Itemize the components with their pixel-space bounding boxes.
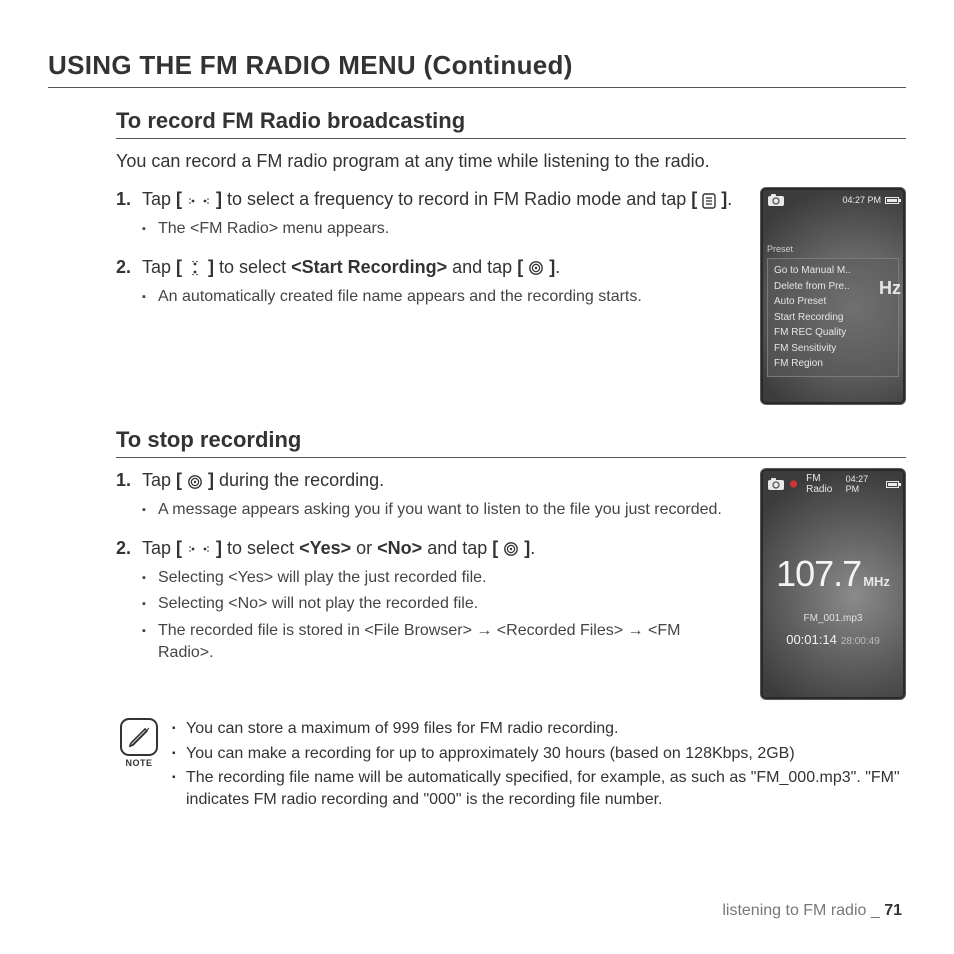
menu-item: Start Recording — [774, 310, 892, 326]
menu-item: FM REC Quality — [774, 325, 892, 341]
menu-item: Delete from Pre.. — [774, 279, 892, 295]
section2-step2-sub1: Selecting <Yes> will play the just recor… — [142, 567, 740, 589]
section2-step2-sub3: The recorded file is stored in <File Bro… — [142, 620, 740, 665]
step-text: Tap — [142, 189, 176, 209]
battery-icon — [885, 197, 899, 204]
section2-step2-sub2: Selecting <No> will not play the recorde… — [142, 593, 740, 615]
device-screenshot-1: 04:27 PM Hz Preset Go to Manual M.. Dele… — [760, 187, 906, 405]
step-text: . — [555, 257, 560, 277]
section1-heading: To record FM Radio broadcasting — [116, 108, 906, 139]
device2-remaining: 28:00:49 — [841, 636, 880, 647]
step-text: and tap — [422, 538, 492, 558]
section2-step1: Tap [ ] during the recording. A message … — [116, 468, 740, 522]
menu-icon — [702, 193, 716, 209]
menu-item: Auto Preset — [774, 294, 892, 310]
device2-unit: MHz — [863, 574, 890, 589]
section1-step1-sub1: The <FM Radio> menu appears. — [142, 218, 740, 240]
section1-intro: You can record a FM radio program at any… — [116, 149, 906, 173]
device1-bg-hz: Hz — [879, 278, 901, 299]
step-text: or — [351, 538, 377, 558]
note-icon — [120, 718, 158, 756]
record-icon — [789, 479, 798, 489]
device2-elapsed: 00:01:14 — [786, 632, 837, 647]
command-label: <No> — [377, 538, 422, 558]
section1-step2: Tap [ ] to select <Start Recording> and … — [116, 255, 740, 309]
device1-time: 04:27 PM — [842, 195, 881, 205]
menu-item: Go to Manual M.. — [774, 263, 892, 279]
content-area: To record FM Radio broadcasting You can … — [48, 108, 906, 814]
step-text: to select — [214, 257, 291, 277]
note-item: You can store a maximum of 999 files for… — [172, 718, 906, 740]
device-screenshot-2: FM Radio 04:27 PM 107.7MHz FM_001.mp3 00… — [760, 468, 906, 700]
page-footer: listening to FM radio _ 71 — [722, 902, 902, 920]
select-icon — [528, 260, 544, 276]
battery-icon — [886, 481, 899, 488]
device2-title: FM Radio — [802, 473, 846, 495]
camera-icon — [767, 192, 785, 208]
section1-steps: Tap [ ] to select a frequency to record … — [116, 187, 740, 308]
device2-filename: FM_001.mp3 — [761, 613, 905, 624]
note-item: You can make a recording for up to appro… — [172, 743, 906, 765]
step-text: during the recording. — [214, 470, 384, 490]
section1-step1: Tap [ ] to select a frequency to record … — [116, 187, 740, 241]
select-icon — [187, 474, 203, 490]
select-icon — [503, 541, 519, 557]
note-label: NOTE — [116, 758, 162, 768]
note-item: The recording file name will be automati… — [172, 767, 906, 812]
device2-frequency: 107.7 — [776, 553, 861, 595]
step-text: Tap — [142, 257, 176, 277]
step-text: and tap — [447, 257, 517, 277]
section2-steps: Tap [ ] during the recording. A message … — [116, 468, 740, 664]
section1-step2-sub1: An automatically created file name appea… — [142, 286, 740, 308]
device2-time: 04:27 PM — [846, 474, 882, 494]
footer-page-number: 71 — [884, 902, 902, 919]
section2-heading: To stop recording — [116, 427, 906, 458]
command-label: <Yes> — [299, 538, 351, 558]
step-text: Tap — [142, 538, 176, 558]
menu-item: FM Region — [774, 356, 892, 372]
leftright-icon — [187, 193, 211, 209]
step-text: Tap — [142, 470, 176, 490]
step-text: to select — [222, 538, 299, 558]
section2-step2: Tap [ ] to select <Yes> or <No> and tap … — [116, 536, 740, 665]
step-text: . — [727, 189, 732, 209]
menu-item: FM Sensitivity — [774, 341, 892, 357]
command-label: <Start Recording> — [291, 257, 447, 277]
step-text: to select a frequency to record in FM Ra… — [222, 189, 691, 209]
leftright-icon — [187, 541, 211, 557]
note-block: NOTE You can store a maximum of 999 file… — [116, 718, 906, 814]
step-text: . — [530, 538, 535, 558]
section2-step1-sub1: A message appears asking you if you want… — [142, 499, 740, 521]
device1-menu: Go to Manual M.. Delete from Pre.. Auto … — [767, 258, 899, 377]
updown-icon — [187, 260, 203, 276]
footer-text: listening to FM radio _ — [722, 902, 884, 919]
device1-preset-label: Preset — [761, 210, 905, 258]
page-title: USING THE FM RADIO MENU (Continued) — [48, 50, 906, 88]
camera-icon — [767, 476, 785, 492]
